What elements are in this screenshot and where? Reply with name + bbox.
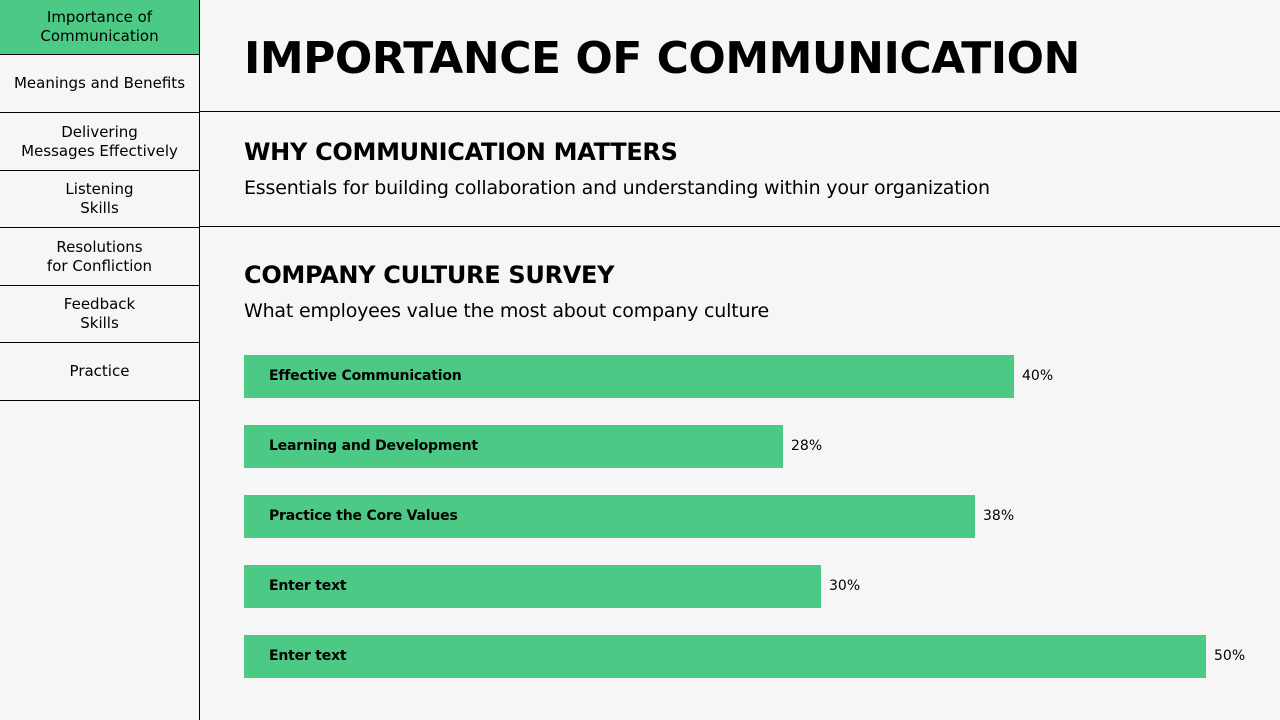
- bar-category-label: Effective Communication: [269, 368, 462, 384]
- bar-category-label: Enter text: [269, 578, 347, 594]
- sidebar-item-label: Listening Skills: [65, 180, 134, 217]
- bar: [244, 425, 783, 468]
- bar-row: Practice the Core Values 38%: [244, 495, 1264, 538]
- sidebar-item-label: Delivering Messages Effectively: [21, 122, 178, 160]
- section-subtitle-why: Essentials for building collaboration an…: [244, 177, 990, 199]
- sidebar-item-delivering-messages[interactable]: Delivering Messages Effectively: [0, 113, 199, 171]
- sidebar-item-label: Feedback Skills: [63, 295, 136, 332]
- sidebar-item-practice[interactable]: Practice: [0, 343, 199, 401]
- section-heading-why: WHY COMMUNICATION MATTERS: [244, 138, 678, 166]
- bar: [244, 635, 1206, 678]
- sidebar-item-label: Resolutions for Confliction: [46, 237, 153, 275]
- bar-value-label: 40%: [1022, 368, 1054, 384]
- bar-row: Enter text 30%: [244, 565, 1264, 608]
- sidebar-item-feedback-skills[interactable]: Feedback Skills: [0, 286, 199, 343]
- sidebar: Importance of Communication Meanings and…: [0, 0, 200, 720]
- sidebar-item-listening-skills[interactable]: Listening Skills: [0, 171, 199, 228]
- bar-value-label: 38%: [983, 508, 1015, 524]
- bar-category-label: Enter text: [269, 648, 347, 664]
- sidebar-item-label: Importance of Communication: [40, 8, 159, 45]
- page-title: IMPORTANCE OF COMMUNICATION: [244, 33, 1080, 84]
- bar-value-label: 30%: [829, 578, 861, 594]
- sidebar-item-meanings-and-benefits[interactable]: Meanings and Benefits: [0, 55, 199, 113]
- section-divider: [200, 226, 1280, 227]
- bar: [244, 565, 821, 608]
- sidebar-item-label: Practice: [69, 362, 130, 380]
- survey-bar-chart: Effective Communication 40% Learning and D…: [244, 355, 1264, 685]
- chart-subtitle: What employees value the most about comp…: [244, 300, 769, 322]
- bar-row: Enter text 50%: [244, 635, 1264, 678]
- sidebar-item-importance-of-communication[interactable]: Importance of Communication: [0, 0, 199, 55]
- bar-category-label: Practice the Core Values: [269, 508, 458, 524]
- sidebar-item-resolutions[interactable]: Resolutions for Confliction: [0, 228, 199, 286]
- bar-value-label: 28%: [791, 438, 823, 454]
- bar: [244, 355, 1014, 398]
- bar-row: Effective Communication 40%: [244, 355, 1264, 398]
- sidebar-item-label: Meanings and Benefits: [13, 74, 186, 92]
- bar: [244, 495, 975, 538]
- bar-value-label: 50%: [1214, 648, 1246, 664]
- bar-category-label: Learning and Development: [269, 438, 478, 454]
- chart-title: COMPANY CULTURE SURVEY: [244, 261, 615, 289]
- header-divider: [200, 111, 1280, 112]
- bar-row: Learning and Development 28%: [244, 425, 1264, 468]
